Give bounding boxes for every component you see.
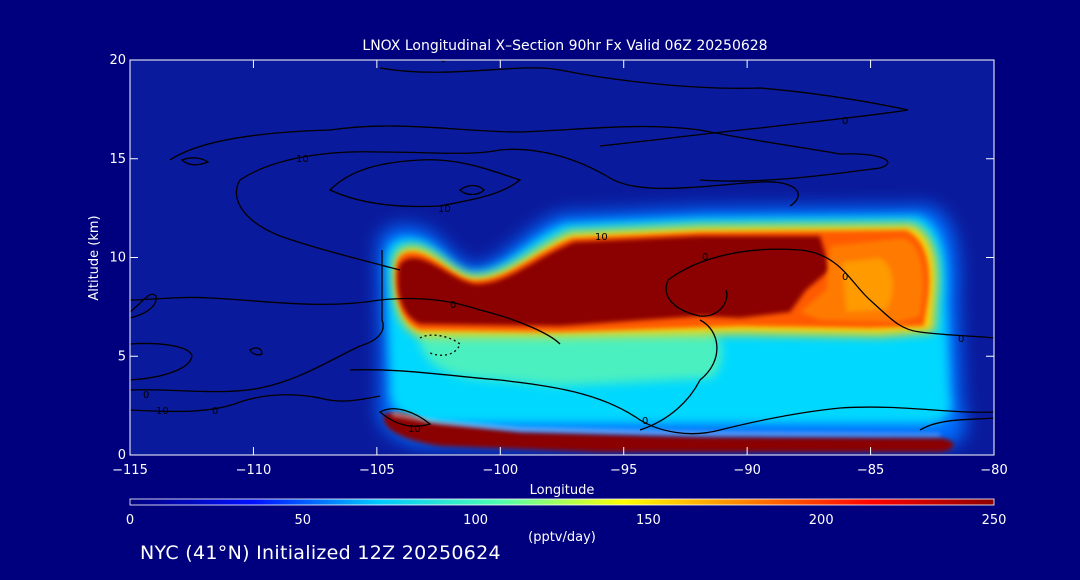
x-tick-label: −100	[482, 463, 518, 478]
contour-line	[130, 342, 193, 381]
contour-labels: 10 10 0 0 0 0 0 0 0 0 10 10 10 0	[143, 54, 964, 435]
x-axis: −115 −110 −105 −100 −95 −90 −85 −80	[112, 60, 1008, 478]
x-axis-label: Longitude	[530, 483, 595, 498]
x-tick-label: −85	[857, 463, 884, 478]
contour-line	[349, 369, 994, 435]
contour-label: 10	[156, 406, 169, 417]
contour-label: 0	[143, 390, 149, 401]
heatmap-surface-core	[383, 412, 954, 452]
contour-label: 0	[702, 252, 708, 263]
contour-line	[379, 67, 909, 147]
colorbar-tick-label: 200	[809, 513, 834, 528]
heatmap-mid-green	[419, 326, 722, 386]
contour-line	[249, 347, 263, 356]
contour-label: 10	[595, 232, 608, 243]
colorbar-ticks: 0 50 100 150 200 250	[126, 513, 1007, 528]
x-tick-label: −105	[359, 463, 395, 478]
contour-label: 0	[958, 334, 964, 345]
y-tick-label: 5	[118, 349, 126, 364]
heatmap-surface-edge	[392, 412, 940, 436]
heatmap-field	[378, 206, 966, 452]
contour-line	[378, 408, 432, 427]
contour-label: 10	[438, 204, 451, 215]
colorbar-tick-label: 50	[295, 513, 312, 528]
y-tick-label: 15	[109, 152, 126, 167]
contour-line	[419, 334, 461, 356]
contour-label: 0	[212, 406, 218, 417]
footer-caption: NYC (41°N) Initialized 12Z 20250624	[140, 542, 501, 564]
plot-area: 10 10 0 0 0 0 0 0 0 0 10 10 10 0	[130, 54, 994, 455]
x-tick-label: −115	[112, 463, 148, 478]
contour-line	[328, 159, 522, 208]
y-axis: 0 5 10 15 20	[109, 53, 994, 463]
contour-line	[639, 319, 718, 431]
x-tick-label: −80	[980, 463, 1007, 478]
contour-line	[130, 250, 384, 393]
contour-label: 0	[842, 272, 848, 283]
contour-line	[667, 248, 994, 339]
contour-line	[665, 279, 728, 317]
contour-line	[130, 293, 157, 319]
colorbar-tick-label: 100	[463, 513, 488, 528]
contour-label: 10	[408, 424, 421, 435]
contour-label: 0	[450, 300, 456, 311]
contour-label: 0	[842, 116, 848, 127]
x-tick-label: −90	[733, 463, 760, 478]
contour-line	[459, 184, 485, 196]
contour-line	[239, 148, 799, 207]
contour-line	[235, 179, 401, 271]
colorbar-label: (pptv/day)	[528, 530, 596, 545]
contour-line	[130, 394, 381, 413]
colorbar-tick-label: 150	[636, 513, 661, 528]
contour-line	[130, 296, 561, 345]
contour-label: 0	[440, 54, 446, 65]
y-tick-label: 20	[109, 53, 126, 68]
contour-lines	[130, 67, 994, 435]
colorbar-tick-label: 250	[982, 513, 1007, 528]
contour-line	[919, 417, 994, 431]
colorbar-tick-label: 0	[126, 513, 134, 528]
contour-line	[180, 157, 210, 166]
contour-label: 0	[642, 416, 648, 427]
heatmap-upper-core	[397, 236, 830, 326]
contour-line	[169, 125, 889, 182]
colorbar	[129, 498, 995, 506]
x-tick-label: −110	[236, 463, 272, 478]
chart-title: LNOX Longitudinal X–Section 90hr Fx Vali…	[362, 38, 767, 54]
y-axis-label: Altitude (km)	[87, 215, 102, 300]
y-tick-label: 10	[109, 251, 126, 266]
heatmap-eastern-max	[842, 258, 893, 312]
x-tick-label: −95	[610, 463, 637, 478]
y-tick-label: 0	[118, 448, 126, 463]
contour-label: 10	[296, 154, 309, 165]
